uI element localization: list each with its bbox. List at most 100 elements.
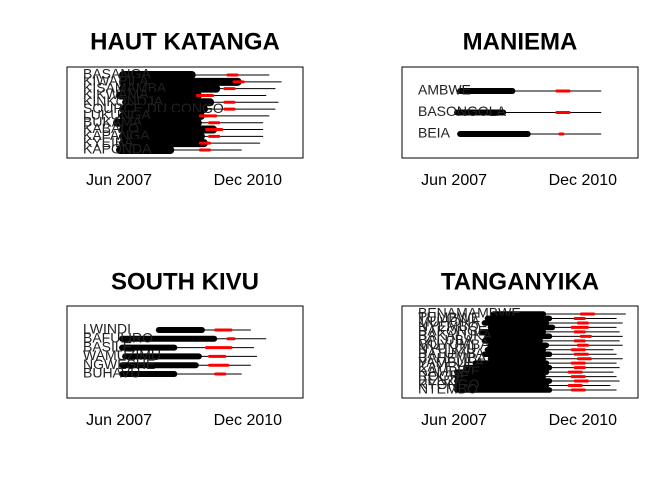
row-group: KIKWAMA: [83, 86, 267, 102]
row-marker: [573, 366, 586, 370]
row-range-bar: [112, 118, 202, 127]
row-range-bar: [454, 378, 553, 384]
row-marker: [567, 370, 583, 374]
row-group: BAKONGE: [418, 323, 620, 339]
row-marker: [198, 114, 218, 118]
x-tick-label: Jun 2007: [86, 172, 152, 189]
row-label: NGWESHE: [83, 356, 155, 372]
row-label: KAPANGA: [83, 127, 150, 143]
row-range-bar: [119, 84, 221, 93]
row-range-bar: [457, 131, 531, 137]
row-marker: [579, 312, 596, 316]
row-range-bar: [116, 146, 175, 154]
row-range-bar: [119, 344, 178, 351]
row-marker: [576, 357, 593, 361]
row-range-bar: [119, 132, 205, 141]
row-group: SOURCE DU CONGO: [83, 100, 276, 116]
row-group: ROGHE: [418, 367, 617, 383]
row-range-bar: [487, 342, 550, 349]
x-tick-label: Dec 2010: [549, 412, 618, 429]
row-marker: [198, 148, 212, 152]
row-label: LUKUNGA: [83, 107, 151, 123]
row-marker: [570, 325, 589, 329]
row-marker: [573, 316, 586, 320]
row-marker: [570, 361, 586, 365]
row-range-bar: [484, 333, 553, 340]
row-group: AMBWE: [418, 82, 602, 98]
row-range-bar: [116, 91, 202, 100]
row-marker: [207, 121, 221, 125]
row-label: SOURCE DU CONGO: [83, 100, 224, 116]
row-group: LUKUNGA: [83, 107, 270, 123]
row-range-bar: [481, 338, 543, 344]
x-tick-label: Dec 2010: [549, 172, 618, 189]
row-label: NYUNZU: [418, 340, 476, 356]
row-group: BATUMBA: [418, 345, 617, 361]
row-marker: [198, 141, 212, 145]
row-group: BEIA: [418, 125, 602, 141]
row-group: BAKALUKA: [418, 327, 623, 343]
row-group: KAPONDA: [83, 141, 242, 157]
row-marker: [570, 348, 586, 352]
row-label: KISAMAMBA: [83, 79, 167, 95]
row-range-bar: [155, 327, 205, 333]
row-label: BAFULIRO: [83, 330, 153, 346]
row-marker: [226, 73, 239, 77]
row-label: WAMUZIMU: [83, 347, 161, 363]
row-label: KABALO: [83, 120, 139, 136]
row-group: KYONGO: [418, 376, 611, 392]
row-marker: [573, 339, 586, 343]
row-group: MUYUMBA: [418, 336, 623, 352]
row-marker: [573, 379, 589, 383]
row-label: BUHAVU: [83, 365, 140, 381]
row-marker: [223, 107, 236, 111]
row-group: KAPANGA: [83, 127, 264, 143]
row-label: NTEMBO: [418, 381, 478, 397]
x-tick-label: Dec 2010: [214, 412, 283, 429]
row-label: MUYUMBA: [418, 336, 490, 352]
row-range-bar: [490, 311, 547, 317]
row-range-bar: [122, 353, 202, 360]
row-group: BAHEMBA: [418, 349, 623, 365]
row-label: AMBWE: [418, 82, 471, 98]
chart-panel: MANIEMA Jun 2007 Dec 2010 AMBWE BASONGOLA BEI…: [401, 28, 639, 189]
row-group: WAMUZIMU: [83, 347, 258, 363]
row-label: KIKWAMA: [83, 86, 149, 102]
row-range-bar: [119, 71, 196, 79]
row-marker: [567, 384, 583, 388]
row-group: BENZE: [418, 372, 620, 388]
row-marker: [576, 343, 589, 347]
row-label: BASANGA: [83, 66, 151, 82]
row-group: TUMBWE: [418, 309, 617, 325]
row-label: NYEMBO: [418, 318, 479, 334]
row-marker: [579, 334, 593, 338]
row-range-bar: [454, 369, 550, 375]
row-range-bar: [119, 362, 199, 369]
row-label: KIWAPILA: [83, 73, 149, 89]
row-marker: [214, 328, 233, 332]
row-label: MUHONA: [418, 314, 481, 330]
row-group: MUHONA: [418, 314, 623, 330]
row-group: BALUBA: [418, 332, 620, 348]
row-label: BALUBA: [418, 332, 474, 348]
row-range-bar: [484, 346, 547, 353]
row-range-bar: [472, 360, 550, 366]
row-marker: [226, 337, 236, 341]
row-group: NTEMBO: [418, 381, 617, 397]
row-marker: [195, 93, 215, 97]
row-range-bar: [478, 329, 547, 335]
chart-title: MANIEMA: [463, 28, 578, 55]
x-tick-label: Jun 2007: [421, 412, 487, 429]
row-label: BAKALUKA: [418, 327, 493, 343]
row-group: BUKAMA: [83, 113, 264, 129]
row-marker: [570, 375, 586, 379]
row-label: BASILE: [83, 338, 132, 354]
row-marker: [558, 132, 565, 136]
row-marker: [223, 87, 236, 91]
row-group: BAFULIRO: [83, 330, 267, 346]
x-tick-label: Dec 2010: [214, 172, 283, 189]
row-marker: [204, 346, 233, 350]
row-group: NGWESHE: [83, 356, 251, 372]
row-range-bar: [454, 373, 547, 380]
